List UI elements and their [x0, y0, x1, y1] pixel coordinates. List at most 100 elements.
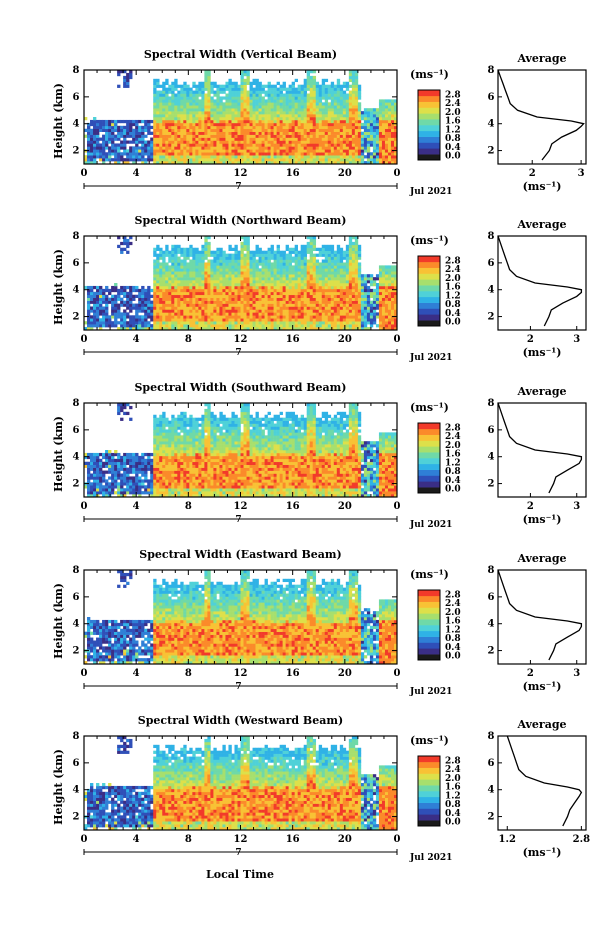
heatmap-cell: [309, 303, 314, 307]
heatmap-cell: [93, 125, 97, 130]
heatmap-cell: [201, 102, 205, 106]
heatmap-cell: [387, 140, 392, 144]
heatmap-cell: [264, 277, 268, 281]
heatmap-cell: [180, 161, 184, 165]
heatmap-cell: [213, 161, 217, 165]
heatmap-cell: [324, 134, 329, 138]
heatmap-cell: [345, 131, 350, 135]
heatmap-cell: [144, 312, 148, 316]
heatmap-cell: [351, 105, 356, 109]
heatmap-cell: [273, 134, 277, 138]
heatmap-cell: [351, 297, 356, 301]
heatmap-cell: [252, 277, 256, 281]
heatmap-cell: [141, 149, 145, 153]
heatmap-cell: [156, 280, 160, 284]
heatmap-cell: [225, 309, 229, 313]
heatmap-cell: [171, 96, 175, 100]
heatmap-cell: [303, 140, 308, 144]
heatmap-cell: [192, 280, 196, 284]
heatmap-cell: [315, 143, 320, 147]
heatmap-cell: [261, 125, 265, 130]
heatmap-cell: [225, 294, 229, 298]
heatmap-cell: [171, 288, 175, 293]
heatmap-cell: [219, 137, 223, 141]
heatmap-cell: [327, 152, 332, 156]
heatmap-cell: [174, 259, 178, 263]
heatmap-cell: [333, 90, 338, 94]
heatmap-cell: [345, 134, 350, 138]
heatmap-cell: [324, 271, 329, 275]
heatmap-cell: [270, 96, 274, 100]
heatmap-cell: [273, 125, 277, 130]
heatmap-cell: [177, 277, 181, 281]
heatmap-cell: [246, 297, 250, 301]
heatmap-cell: [342, 271, 347, 275]
heatmap-cell: [99, 146, 103, 150]
heatmap-cell: [186, 274, 190, 278]
heatmap-cell: [336, 288, 341, 293]
heatmap-cell: [309, 312, 314, 316]
heatmap-cell: [309, 99, 314, 103]
heatmap-cell: [318, 131, 323, 135]
heatmap-cell: [219, 283, 223, 287]
heatmap-cell: [135, 137, 139, 141]
heatmap-cell: [189, 125, 193, 130]
heatmap-cell: [303, 152, 308, 156]
heatmap-cell: [234, 268, 238, 272]
heatmap-cell: [282, 146, 286, 150]
heatmap-cell: [270, 262, 274, 266]
heatmap-cell: [204, 96, 208, 100]
heatmap-cell: [216, 315, 220, 319]
heatmap-cell: [273, 300, 277, 304]
heatmap-cell: [249, 105, 253, 109]
heatmap-cell: [183, 321, 187, 325]
heatmap-cell: [246, 259, 250, 263]
heatmap-cell: [210, 303, 214, 307]
heatmap-cell: [339, 149, 344, 153]
heatmap-cell: [312, 309, 317, 313]
heatmap-cell: [276, 108, 280, 112]
heatmap-cell: [255, 93, 259, 97]
heatmap-cell: [195, 288, 199, 293]
heatmap-cell: [336, 114, 341, 118]
heatmap-cell: [249, 102, 253, 106]
heatmap-cell: [195, 119, 199, 124]
heatmap-cell: [339, 84, 344, 88]
heatmap-cell: [204, 99, 208, 103]
heatmap-cell: [243, 111, 247, 115]
heatmap-cell: [285, 306, 289, 310]
heatmap-cell: [300, 274, 304, 278]
heatmap-cell: [327, 274, 332, 278]
heatmap-cell: [264, 294, 268, 298]
heatmap-cell: [255, 280, 259, 284]
heatmap-cell: [156, 125, 160, 130]
heatmap-cell: [96, 315, 100, 319]
heatmap-cell: [312, 117, 317, 121]
heatmap-cell: [231, 327, 235, 331]
heatmap-cell: [165, 152, 169, 156]
heatmap-cell: [378, 300, 383, 304]
heatmap-cell: [303, 87, 308, 91]
heatmap-cell: [105, 294, 109, 298]
heatmap-cell: [273, 155, 277, 159]
heatmap-cell: [279, 250, 283, 254]
heatmap-cell: [159, 117, 163, 121]
heatmap-cell: [336, 93, 341, 97]
heatmap-cell: [273, 131, 277, 135]
heatmap-cell: [378, 265, 383, 269]
heatmap-cell: [279, 277, 283, 281]
heatmap-cell: [147, 155, 151, 159]
heatmap-cell: [237, 321, 241, 325]
heatmap-cell: [300, 271, 304, 275]
heatmap-cell: [102, 294, 106, 298]
heatmap-cell: [285, 285, 289, 290]
heatmap-cell: [330, 122, 335, 127]
heatmap-cell: [174, 84, 178, 88]
heatmap-cell: [180, 303, 184, 307]
heatmap-cell: [345, 137, 350, 141]
heatmap-cell: [180, 315, 184, 319]
heatmap-cell: [219, 143, 223, 147]
heatmap-cell: [360, 324, 365, 328]
heatmap-cell: [171, 294, 175, 298]
heatmap-cell: [378, 309, 383, 313]
